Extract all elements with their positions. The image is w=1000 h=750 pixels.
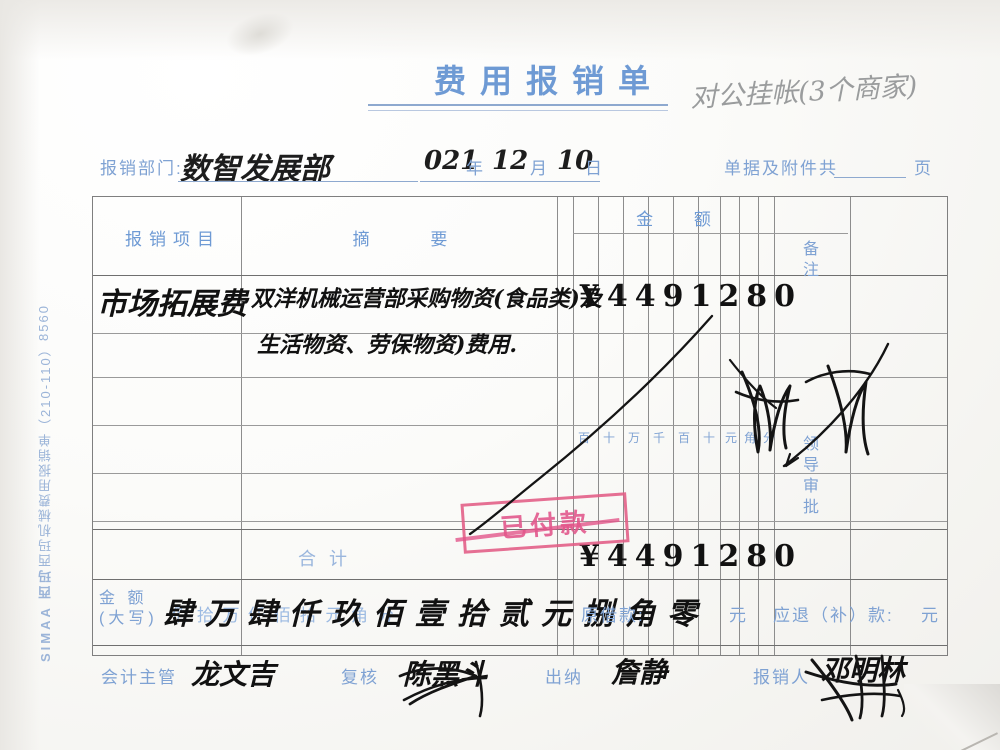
amount-unit-2: 万 xyxy=(627,431,640,445)
original-loan-label: 原借款: xyxy=(581,606,645,625)
side-imprint-code: 8560 xyxy=(36,304,51,342)
amount-unit-6: 元 xyxy=(724,431,737,445)
capital-amount-label: 金 额 (大写) xyxy=(99,589,158,629)
amount-unit-5: 十 xyxy=(702,431,715,445)
side-imprint: SIMAA 西玛 西玛机械费用报销单（210-110） 8560 xyxy=(36,196,66,662)
column-header-amount: 金 额 xyxy=(636,210,729,229)
expense-table: 报销项目 摘 要 金 额 备注 领导审批 百十万千百十元角分 市场拓展费 双洋机… xyxy=(92,196,948,691)
total-amount-digits: ¥4491280 xyxy=(579,539,802,574)
refund-unit: 元 xyxy=(921,606,940,625)
date-month-unit: 月 xyxy=(530,159,549,178)
signature-value-3: 邓明林 xyxy=(821,654,906,687)
meta-row: 报销部门: 数智发展部 021 年 12 月 10 日 单据及附件共 页 xyxy=(0,146,1000,187)
date-year-value: 021 xyxy=(424,146,479,176)
scan-shadow-top xyxy=(0,0,1000,60)
signature-label-2: 出纳 xyxy=(545,668,583,687)
attachments-blank xyxy=(834,176,906,178)
amount-unit-1: 十 xyxy=(602,431,615,445)
capital-amount-label-line2: (大写) xyxy=(99,610,158,627)
amount-unit-7: 角 xyxy=(743,431,756,445)
amount-unit-0: 百 xyxy=(577,431,590,445)
row-amount-digits: ¥4491280 xyxy=(579,279,802,314)
date-day-unit: 日 xyxy=(585,159,604,178)
scan-smudge xyxy=(220,4,300,64)
attachments-unit: 页 xyxy=(914,159,933,178)
column-header-item: 报销项目 xyxy=(125,230,221,249)
signature-label-0: 会计主管 xyxy=(101,668,177,687)
department-label: 报销部门: xyxy=(100,159,183,178)
refund-label: 应退（补）款: xyxy=(773,606,894,625)
attachments-label: 单据及附件共 xyxy=(724,159,838,178)
date-year-unit: 年 xyxy=(466,159,485,178)
page-corner-fold xyxy=(904,684,1000,750)
capital-amount-label-line1: 金 额 xyxy=(99,590,148,607)
signature-label-3: 报销人 xyxy=(753,668,810,687)
date-day-value: 10 xyxy=(557,146,594,176)
capital-amount-value: 肆万肆仟玖佰壹拾贰元捌角零 xyxy=(163,597,709,632)
signature-value-1: 陈黑斗 xyxy=(403,658,488,691)
department-blank xyxy=(178,180,418,182)
column-header-summary: 摘 要 xyxy=(352,230,476,249)
amount-unit-3: 千 xyxy=(652,431,665,445)
total-label: 合 计 xyxy=(298,549,352,569)
side-imprint-text: 西玛机械费用报销单（210-110） xyxy=(38,341,53,567)
amount-unit-8: 分 xyxy=(762,431,775,445)
date-month-value: 12 xyxy=(492,146,529,176)
original-loan-unit: 元 xyxy=(729,606,748,625)
column-header-approval: 领导审批 xyxy=(800,435,817,519)
side-imprint-brand: SIMAA 西玛 xyxy=(38,566,53,662)
handwritten-top-note: 对公挂帐(3个商家) xyxy=(689,71,919,114)
page-title: 费用报销单 xyxy=(433,62,664,100)
signature-label-1: 复核 xyxy=(341,668,379,687)
signature-value-0: 龙文吉 xyxy=(191,658,276,691)
amount-unit-4: 百 xyxy=(677,431,690,445)
date-blank xyxy=(420,180,600,182)
scan-shadow-left xyxy=(0,0,40,750)
title-underline xyxy=(368,104,668,106)
signature-value-2: 詹静 xyxy=(611,656,668,689)
row-summary-line1: 双洋机械运营部采购物资(食品类)及 xyxy=(251,286,602,312)
column-header-remark: 备注 xyxy=(800,240,817,282)
capital-amount-units: 佰 拾 万 仟 佰 拾 元 角 分 xyxy=(171,606,396,625)
row-item-value: 市场拓展费 xyxy=(97,287,247,322)
row-summary-line2: 生活物资、劳保物资)费用. xyxy=(257,332,518,358)
title-underline-secondary xyxy=(368,110,668,111)
